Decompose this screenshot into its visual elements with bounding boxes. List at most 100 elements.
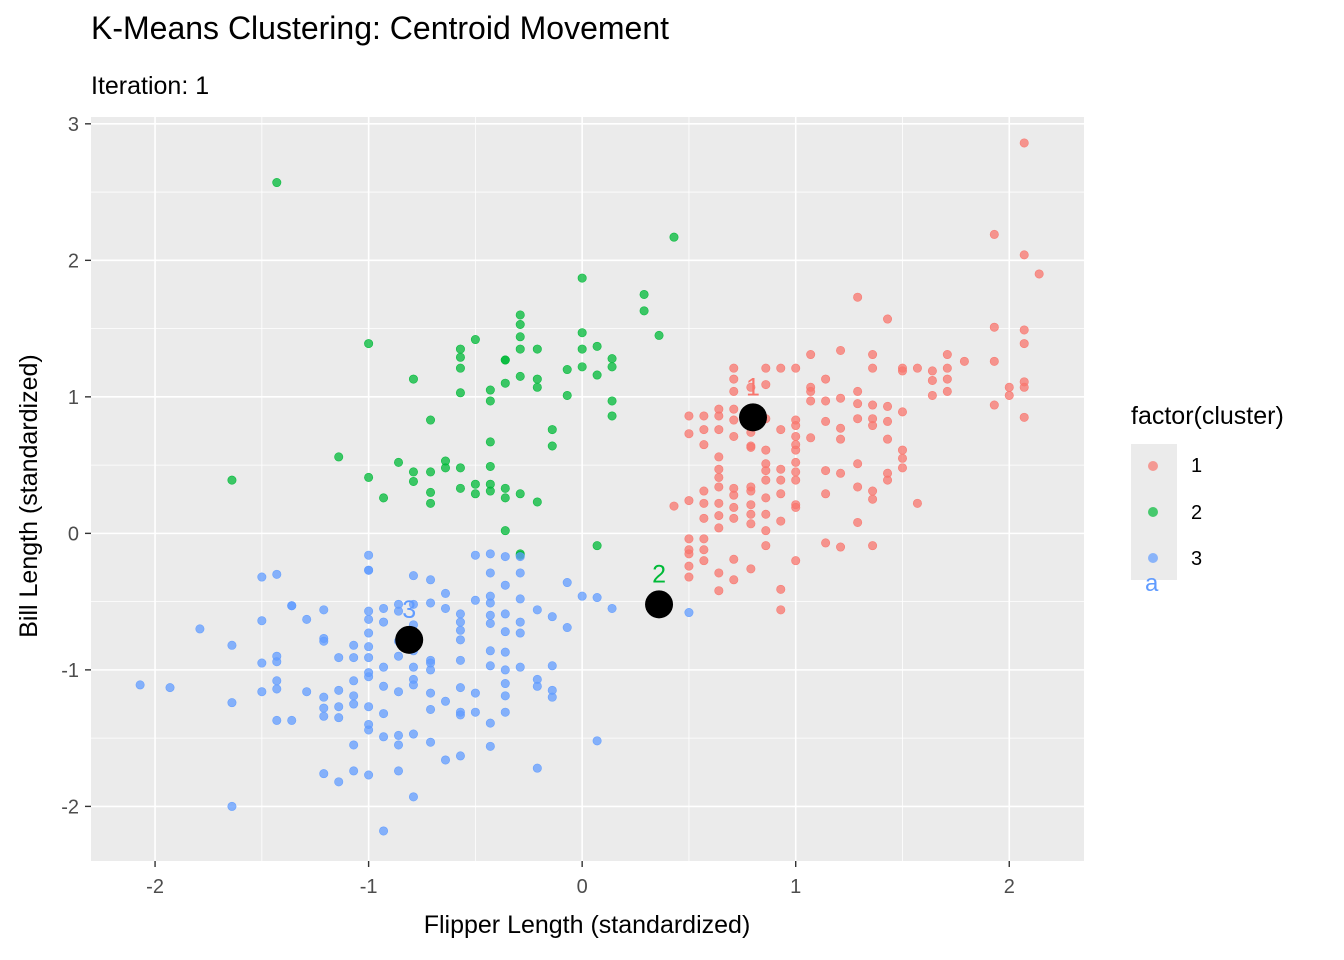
data-point-cluster-3 [302,687,312,697]
data-point-cluster-2 [455,388,465,398]
data-point-cluster-3 [455,751,465,761]
data-point-cluster-3 [592,736,602,746]
legend-key-1 [1131,444,1177,490]
data-point-cluster-1 [791,421,801,431]
data-point-cluster-2 [364,472,374,482]
data-point-cluster-3 [394,740,404,750]
data-point-cluster-1 [776,516,786,526]
data-point-cluster-2 [426,487,436,497]
data-point-cluster-3 [408,792,418,802]
data-point-cluster-1 [761,380,771,390]
data-point-cluster-1 [729,502,739,512]
data-point-cluster-3 [455,655,465,665]
data-point-cluster-1 [897,445,907,455]
data-point-cluster-2 [455,352,465,362]
data-point-cluster-1 [699,486,709,496]
data-point-cluster-3 [500,707,510,717]
data-point-cluster-1 [684,561,694,571]
legend-label-2: 2 [1191,502,1203,524]
data-point-cluster-3 [287,601,297,611]
data-point-cluster-1 [684,429,694,439]
data-point-cluster-3 [394,687,404,697]
data-point-cluster-3 [379,732,389,742]
data-point-cluster-1 [684,411,694,421]
legend-key-3 [1131,536,1177,582]
data-point-cluster-1 [927,390,937,400]
data-point-cluster-3 [500,665,510,675]
data-point-cluster-1 [776,584,786,594]
data-point-cluster-1 [699,534,709,544]
data-point-cluster-1 [776,605,786,615]
data-point-cluster-1 [836,423,846,433]
data-point-cluster-3 [547,612,557,622]
data-point-cluster-1 [729,431,739,441]
data-point-cluster-1 [791,475,801,485]
data-point-cluster-1 [1019,339,1029,349]
data-point-cluster-3 [408,599,418,609]
data-point-cluster-1 [836,468,846,478]
y-tick-label: 1 [68,387,79,409]
data-point-cluster-1 [821,538,831,548]
data-point-cluster-3 [364,702,374,712]
data-point-cluster-1 [821,396,831,406]
data-point-cluster-3 [319,711,329,721]
data-point-cluster-2 [470,335,480,345]
data-point-cluster-3 [485,610,495,620]
y-tick-label: 0 [68,523,79,545]
legend-keys [1131,444,1177,580]
data-point-cluster-3 [364,628,374,638]
data-point-cluster-1 [729,554,739,564]
legend-dot-3 [1148,553,1158,563]
data-point-cluster-2 [515,310,525,320]
data-point-cluster-3 [349,676,359,686]
data-point-cluster-2 [500,526,510,536]
data-point-cluster-1 [776,489,786,499]
data-point-cluster-3 [455,683,465,693]
data-point-cluster-3 [349,640,359,650]
data-point-cluster-1 [806,382,816,392]
data-point-cluster-3 [349,740,359,750]
data-point-cluster-1 [746,519,756,529]
data-point-cluster-2 [455,344,465,354]
data-point-cluster-3 [532,681,542,691]
data-point-cluster-2 [532,374,542,384]
data-point-cluster-1 [989,229,999,239]
data-point-cluster-3 [349,766,359,776]
data-point-cluster-1 [868,350,878,360]
data-point-cluster-1 [836,434,846,444]
data-point-cluster-1 [684,496,694,506]
y-axis-label: Bill Length (standardized) [15,354,43,638]
data-point-cluster-1 [746,500,756,510]
y-tick-label: -1 [61,660,79,682]
data-point-cluster-1 [791,431,801,441]
y-tick-label: 3 [68,114,79,136]
centroid-labels: 1 2 3 [402,373,760,624]
data-point-cluster-1 [791,467,801,477]
data-point-cluster-1 [821,489,831,499]
data-point-cluster-1 [927,366,937,376]
data-point-cluster-2 [227,475,237,485]
data-point-cluster-2 [485,486,495,496]
data-point-cluster-3 [455,635,465,645]
data-point-cluster-3 [515,568,525,578]
data-point-cluster-1 [729,386,739,396]
data-point-cluster-1 [853,292,863,302]
data-point-cluster-3 [515,617,525,627]
data-point-cluster-3 [364,606,374,616]
x-tick-label: 2 [1004,876,1015,898]
data-point-cluster-2 [654,330,664,340]
data-point-cluster-1 [897,453,907,463]
data-point-cluster-3 [440,696,450,706]
data-point-cluster-1 [729,374,739,384]
data-point-cluster-1 [761,509,771,519]
data-point-cluster-1 [699,498,709,508]
data-point-cluster-2 [408,467,418,477]
data-point-cluster-3 [227,801,237,811]
legend-dot-2 [1148,507,1158,517]
data-point-cluster-1 [729,363,739,373]
data-point-cluster-1 [791,457,801,467]
data-point-cluster-3 [364,565,374,575]
data-point-cluster-2 [532,382,542,392]
data-point-cluster-2 [639,289,649,299]
data-point-cluster-3 [470,550,480,560]
